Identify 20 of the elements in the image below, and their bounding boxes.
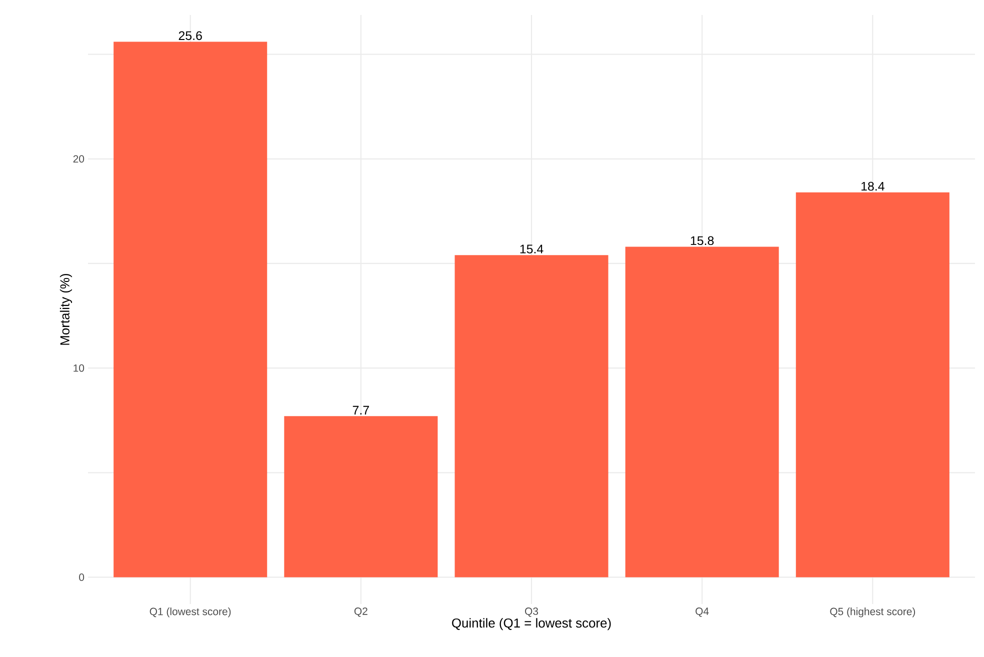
- bar: [454, 255, 608, 578]
- x-tick-label: Q1 (lowest score): [150, 608, 231, 618]
- data-label: 25.6: [178, 31, 202, 40]
- data-label: 15.4: [520, 244, 544, 254]
- y-axis-title: Mortality (%): [60, 274, 72, 345]
- bar: [114, 42, 268, 578]
- x-axis-title: Quintile (Q1 = lowest score): [452, 618, 611, 630]
- y-tick-label: 0: [79, 574, 84, 581]
- y-tick-label: 20: [73, 155, 84, 163]
- x-tick-label: Q3: [525, 608, 538, 617]
- x-tick-label: Q5 (highest score): [830, 608, 916, 618]
- y-tick-label: 10: [74, 364, 84, 372]
- x-tick-label: Q4: [696, 608, 709, 617]
- data-label: 7.7: [352, 406, 369, 414]
- bar: [625, 246, 779, 578]
- bar: [284, 416, 438, 578]
- x-tick-label: Q2: [354, 608, 368, 617]
- data-label: 15.8: [690, 236, 714, 246]
- bar: [796, 192, 950, 578]
- data-label: 18.4: [861, 182, 884, 191]
